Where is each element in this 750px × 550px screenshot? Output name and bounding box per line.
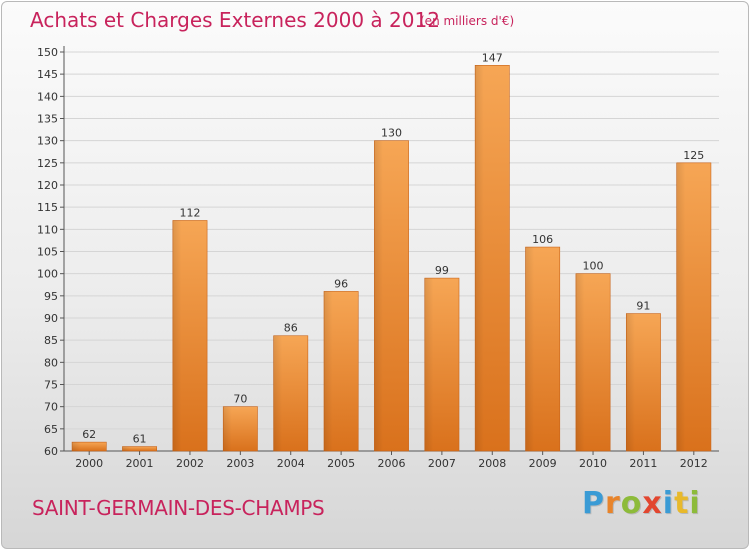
x-tick-label-2010: 2010 — [579, 457, 607, 470]
bar-shade-2004 — [273, 335, 283, 451]
y-tick-label: 130 — [37, 135, 58, 148]
x-tick-label-2002: 2002 — [176, 457, 204, 470]
bar-shade-2000 — [72, 442, 81, 451]
x-tick-label-2006: 2006 — [378, 457, 406, 470]
x-tick-label-2012: 2012 — [680, 457, 708, 470]
y-tick-label: 90 — [44, 312, 58, 325]
x-tick-label-2004: 2004 — [277, 457, 305, 470]
x-tick-label-2011: 2011 — [629, 457, 657, 470]
y-tick-label: 105 — [37, 246, 58, 259]
y-tick-label: 65 — [44, 423, 58, 436]
data-label-2012: 125 — [683, 149, 704, 162]
data-label-2011: 91 — [636, 300, 650, 313]
y-tick-label: 150 — [37, 46, 58, 59]
data-label-2003: 70 — [233, 393, 247, 406]
bar-shade-2005 — [323, 291, 333, 451]
y-tick-label: 120 — [37, 179, 58, 192]
chart-unit-label: (en milliers d'€) — [420, 14, 515, 28]
bar-shade-2001 — [122, 446, 132, 451]
y-tick-label: 75 — [44, 379, 58, 392]
logo-letter: P — [582, 486, 605, 521]
y-tick-label: 115 — [37, 201, 58, 214]
y-tick-label: 60 — [44, 445, 58, 458]
proxiti-logo: Proxiti — [582, 486, 701, 521]
y-tick-label: 110 — [37, 223, 58, 236]
y-tick-label: 145 — [37, 68, 58, 81]
y-tick-label: 135 — [37, 113, 58, 126]
data-label-2002: 112 — [179, 206, 200, 219]
data-label-2000: 62 — [82, 428, 96, 441]
x-tick-label-2008: 2008 — [478, 457, 506, 470]
x-tick-label-2005: 2005 — [327, 457, 355, 470]
data-label-2004: 86 — [284, 322, 298, 335]
data-label-2005: 96 — [334, 277, 348, 290]
bar-shade-2009 — [525, 247, 535, 451]
y-tick-label: 140 — [37, 90, 58, 103]
bar-shade-2011 — [626, 313, 635, 451]
bar-shade-2006 — [374, 140, 383, 451]
data-label-2001: 61 — [133, 433, 147, 446]
logo-letter: t — [674, 486, 690, 521]
y-tick-label: 85 — [44, 334, 58, 347]
bar-shade-2003 — [223, 406, 232, 451]
logo-letter: i — [662, 486, 675, 521]
chart-title: Achats et Charges Externes 2000 à 2012 — [30, 8, 440, 32]
y-tick-label: 125 — [37, 157, 58, 170]
logo-letter: x — [642, 486, 663, 521]
bar-shade-2008 — [475, 65, 484, 452]
y-tick-label: 95 — [44, 290, 58, 303]
data-labels: 62 61 112 70 86 96 130 99 147 106 100 91 125 — [82, 51, 704, 445]
bar-shade-2010 — [575, 273, 585, 451]
x-tick-label-2009: 2009 — [529, 457, 557, 470]
logo-letter: o — [620, 486, 643, 521]
bar-shade-2007 — [424, 278, 434, 451]
bars — [71, 64, 712, 452]
data-label-2006: 130 — [381, 127, 402, 140]
data-label-2009: 106 — [532, 233, 553, 246]
axes: 60 65 70 75 80 85 90 95 100 105 110 115 120 125 130 135… — [37, 46, 719, 470]
data-label-2010: 100 — [583, 260, 604, 273]
logo-letter: r — [605, 486, 621, 521]
y-tick-label: 70 — [44, 401, 58, 414]
logo-letter: i — [689, 486, 701, 521]
y-tick-label: 100 — [37, 268, 58, 281]
location-name: SAINT-GERMAIN-DES-CHAMPS — [32, 496, 325, 520]
bar-shade-2002 — [172, 220, 182, 451]
bar-shade-2012 — [676, 162, 686, 452]
x-tick-label-2001: 2001 — [126, 457, 154, 470]
x-tick-label-2003: 2003 — [226, 457, 254, 470]
y-tick-label: 80 — [44, 356, 58, 369]
x-tick-label-2007: 2007 — [428, 457, 456, 470]
x-tick-label-2000: 2000 — [75, 457, 103, 470]
data-label-2007: 99 — [435, 264, 449, 277]
data-label-2008: 147 — [482, 51, 503, 64]
